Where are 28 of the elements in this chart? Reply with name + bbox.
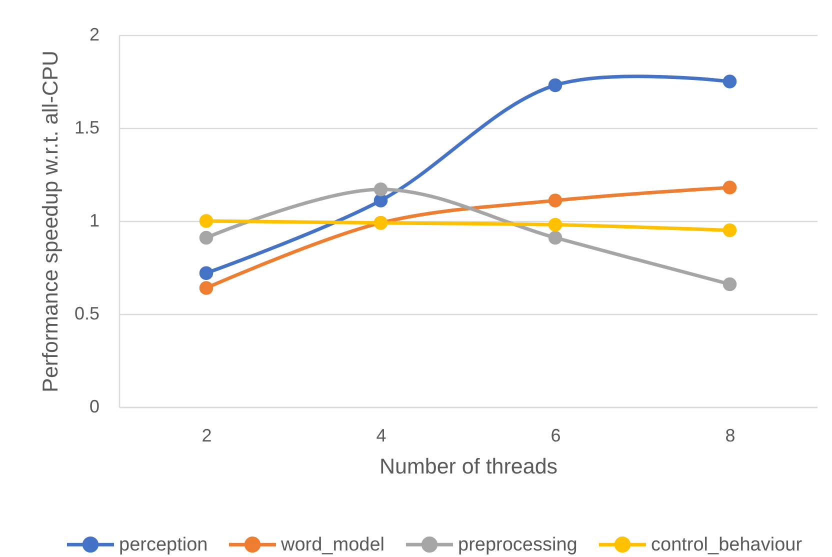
y-tick-label: 1.5 [74,118,100,138]
point [199,230,214,245]
point [199,214,214,228]
x-axis-title: Number of threads [379,454,558,478]
y-tick-label: 1 [89,210,100,230]
point [374,182,388,196]
point [722,277,737,292]
y-tick-label: 2 [89,24,100,44]
y-tick-label: 0.5 [74,304,100,324]
x-tick-label: 4 [376,426,386,446]
point [722,180,737,194]
point [199,281,214,295]
legend-label: perception [119,534,208,556]
x-tick-label: 6 [550,426,561,446]
point [722,223,737,238]
y-axis-title: Performance speedup w.r.t. all-CPU [38,50,62,392]
point [548,78,562,92]
point [548,218,562,232]
x-tick-label: 8 [725,426,736,446]
point [722,74,737,88]
legend-label: word_model [280,534,384,556]
point [548,194,562,208]
y-tick-label: 0 [89,396,100,416]
legend-label: control_behaviour [651,534,803,556]
x-tick-label: 2 [202,426,212,446]
point [199,266,214,280]
legend-label: preprocessing [458,534,578,556]
point [548,230,562,245]
